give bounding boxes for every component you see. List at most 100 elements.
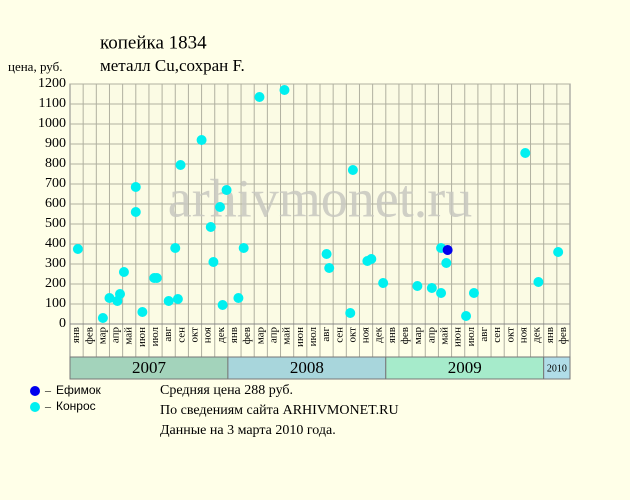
x-tick-label: май (439, 327, 451, 345)
x-tick-label: сен (333, 327, 345, 343)
year-label: 2007 (132, 358, 167, 377)
data-point (130, 207, 141, 217)
y-tick-label: 1100 (39, 96, 66, 111)
x-tick-label: фев (241, 327, 253, 344)
x-tick-label: фев (557, 327, 569, 344)
x-tick-label: апр (110, 327, 122, 344)
y-tick-label: 1200 (38, 76, 66, 91)
data-point (321, 249, 332, 259)
data-point (441, 258, 452, 268)
x-tick-label: ноя (517, 327, 529, 343)
data-point (208, 257, 219, 267)
x-tick-label: окт (189, 327, 201, 343)
x-tick-label: мар (254, 327, 266, 345)
data-point (461, 311, 472, 321)
data-point (151, 273, 162, 283)
legend-dash: – (44, 383, 52, 397)
chart-title: копейка 1834 (100, 32, 207, 53)
x-tick-label: янв (386, 327, 398, 343)
data-point (130, 182, 141, 192)
data-point (412, 281, 423, 291)
data-point (217, 300, 228, 310)
data-point (436, 288, 447, 298)
year-label: 2009 (448, 358, 482, 377)
note: Средняя цена 288 руб. (160, 383, 293, 398)
data-point (426, 283, 437, 293)
data-point (137, 307, 148, 317)
y-tick-label: 700 (45, 176, 66, 191)
data-point (196, 135, 207, 145)
year-label: 2010 (547, 363, 567, 374)
y-tick-label: 100 (45, 296, 66, 311)
data-point (163, 296, 174, 306)
data-point (468, 288, 479, 298)
y-tick-label: 600 (45, 196, 66, 211)
data-point (233, 293, 244, 303)
note: Данные на 3 марта 2010 года. (160, 423, 336, 438)
data-point (118, 267, 129, 277)
x-tick-label: фев (399, 327, 411, 344)
y-tick-label: 500 (45, 216, 66, 231)
data-point (115, 289, 125, 299)
y-tick-label: 0 (59, 316, 66, 331)
y-tick-label: 300 (45, 256, 66, 271)
data-point (347, 165, 358, 175)
x-tick-label: окт (346, 327, 358, 343)
data-point (520, 148, 531, 158)
year-band (543, 356, 571, 380)
data-point (553, 247, 564, 257)
data-point (345, 308, 356, 318)
note: По сведениям сайта ARHIVMONET.RU (160, 403, 399, 418)
data-point (172, 294, 183, 304)
x-tick-label: июл (307, 326, 319, 346)
x-tick-label: июл (149, 326, 161, 346)
data-point (104, 293, 115, 303)
legend-label: Конрос (56, 399, 96, 413)
x-tick-label: сен (491, 327, 503, 343)
y-axis-label: цена, руб. (8, 59, 62, 74)
x-tick-label: авг (478, 327, 490, 342)
x-tick-label: мар (412, 327, 424, 345)
x-tick-label: мар (96, 327, 108, 345)
x-tick-label: авг (320, 327, 332, 342)
x-tick-label: авг (162, 327, 174, 342)
x-tick-label: апр (267, 327, 279, 344)
x-tick-label: дек (531, 326, 543, 342)
legend-marker (30, 386, 40, 396)
legend-marker (30, 402, 40, 412)
x-tick-label: июн (136, 327, 148, 347)
year-label: 2008 (290, 358, 324, 377)
y-tick-label: 800 (45, 156, 66, 171)
y-tick-label: 200 (45, 276, 66, 291)
x-tick-label: янв (228, 327, 240, 343)
x-tick-label: июл (465, 326, 477, 346)
x-tick-label: дек (215, 326, 227, 342)
data-point (72, 244, 83, 254)
x-tick-label: фев (83, 327, 95, 344)
y-tick-label: 400 (45, 236, 66, 251)
data-point (533, 277, 544, 287)
data-point (215, 202, 225, 212)
data-point (254, 92, 265, 102)
chart-subtitle: металл Cu,сохран F. (100, 56, 245, 75)
data-point (205, 222, 216, 232)
data-point (175, 160, 186, 170)
x-tick-label: ноя (202, 327, 214, 343)
legend-dash: – (44, 399, 52, 413)
x-tick-label: июн (294, 327, 306, 347)
data-point (442, 245, 453, 255)
data-point (279, 85, 290, 95)
data-point (324, 263, 335, 273)
x-tick-label: янв (544, 327, 556, 343)
x-tick-label: апр (425, 327, 437, 344)
x-tick-label: янв (70, 327, 82, 343)
data-point (170, 243, 181, 253)
x-tick-label: май (281, 327, 293, 345)
data-point (366, 254, 377, 264)
x-tick-label: июн (452, 327, 464, 347)
x-tick-label: дек (373, 326, 385, 342)
data-point (378, 278, 389, 288)
data-point (97, 313, 108, 323)
y-tick-label: 900 (45, 136, 66, 151)
